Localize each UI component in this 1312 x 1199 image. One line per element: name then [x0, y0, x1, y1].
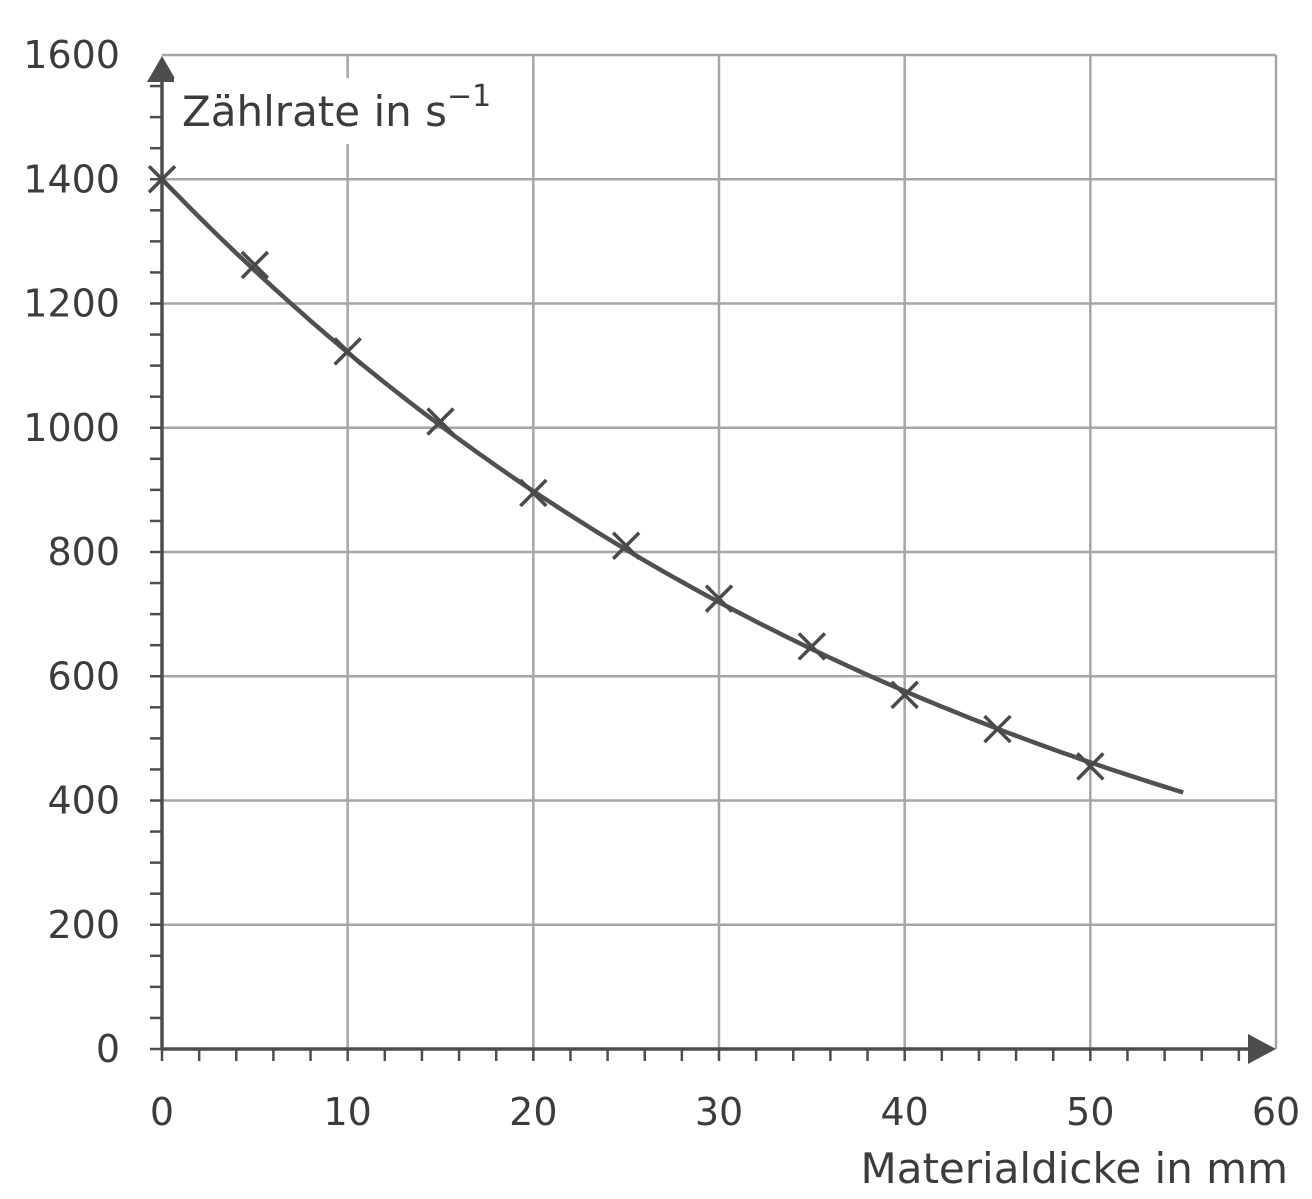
y-axis-title-exponent: −1: [447, 79, 491, 114]
data-point-stroke: [611, 531, 641, 561]
y-tick-label: 600: [47, 654, 120, 698]
y-tick-label: 1000: [23, 406, 120, 450]
x-tick-label: 20: [509, 1090, 557, 1134]
data-point-stroke: [797, 632, 827, 661]
y-tick-label: 0: [96, 1027, 120, 1071]
axes: [147, 56, 1276, 1064]
y-axis-title-background: [174, 78, 510, 144]
data-point-stroke: [890, 680, 919, 710]
data-point: [890, 680, 919, 710]
data-point: [333, 337, 362, 366]
data-point: [611, 531, 641, 561]
y-tick-label: 1200: [23, 282, 120, 326]
x-axis-title: Materialdicke in mm: [860, 1144, 1288, 1193]
data-point-stroke: [426, 407, 455, 436]
data-point-stroke: [1076, 752, 1105, 781]
x-tick-label: 10: [323, 1090, 371, 1134]
data-point: [426, 407, 455, 436]
y-axis-title-text: Zählrate in s: [182, 87, 447, 136]
data-point-stroke: [519, 478, 548, 508]
data-point: [240, 250, 270, 280]
data-point: [1076, 752, 1105, 781]
y-tick-label: 800: [47, 530, 120, 574]
data-point: [983, 714, 1012, 744]
y-tick-label: 400: [47, 779, 120, 823]
x-axis-arrow-icon: [1248, 1034, 1276, 1064]
y-tick-label: 1400: [23, 157, 120, 201]
y-tick-label: 200: [47, 903, 120, 947]
tick-labels: 0 10 20 30 40 50 60020040060080010001200140016…: [23, 33, 1300, 1134]
data-point: [519, 478, 548, 508]
y-tick-label: 1600: [23, 33, 120, 77]
y-axis-title: Zählrate in s−1: [182, 79, 491, 136]
x-tick-label: 50: [1066, 1090, 1114, 1134]
data-point-stroke: [240, 250, 270, 280]
data-point-stroke: [704, 584, 734, 613]
data-markers: [147, 165, 1105, 781]
x-tick-label: 30: [695, 1090, 743, 1134]
data-point-stroke: [333, 337, 362, 366]
data-point-stroke: [983, 714, 1012, 744]
minor-ticks: [150, 84, 1241, 1061]
data-point: [704, 584, 734, 613]
grid: [162, 53, 1278, 1049]
y-axis-arrow-icon: [147, 56, 177, 82]
x-tick-label: 60: [1252, 1090, 1300, 1134]
data-point: [147, 165, 177, 194]
x-tick-label: 40: [880, 1090, 928, 1134]
data-point: [797, 632, 827, 661]
x-tick-label: 0: [150, 1090, 174, 1134]
data-point-stroke: [147, 165, 177, 194]
fit-curve: [160, 177, 1184, 795]
